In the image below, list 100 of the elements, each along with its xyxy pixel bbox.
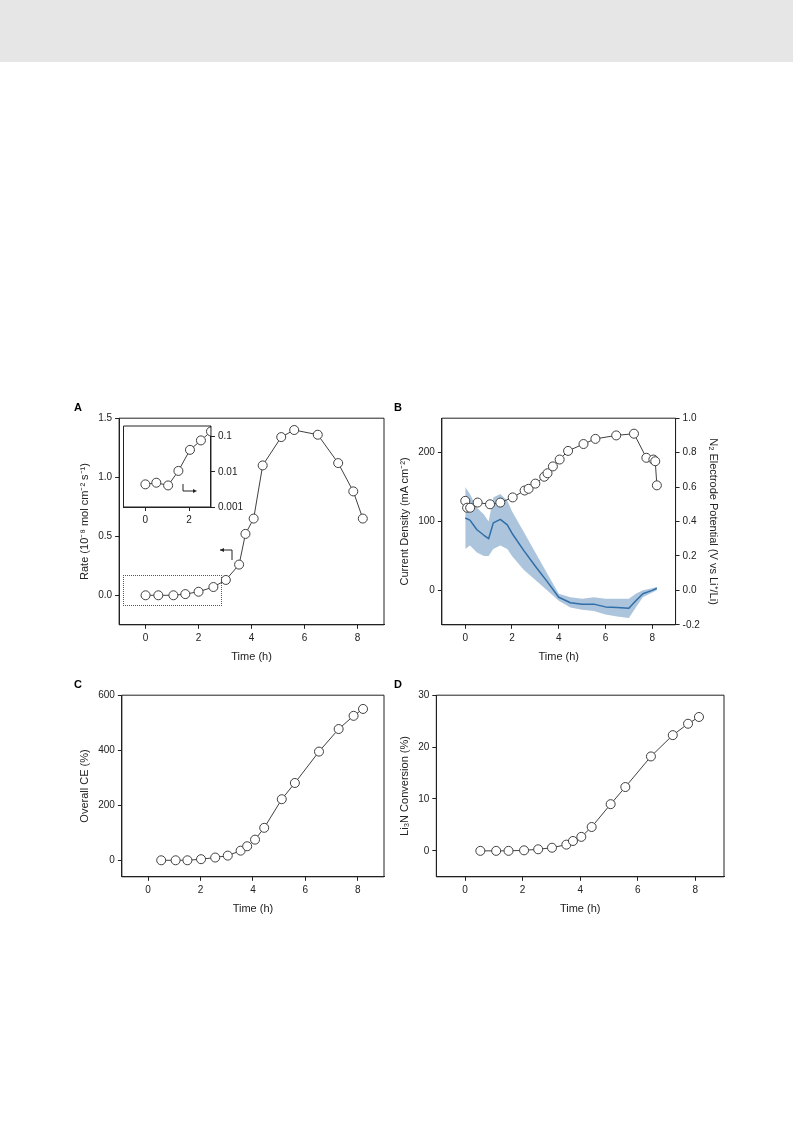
point (208, 582, 219, 593)
x-axis-title: Time (h) (559, 902, 601, 915)
point (523, 483, 534, 494)
point (563, 445, 574, 456)
point (220, 574, 231, 585)
point (276, 432, 287, 443)
x-tick-label: 2 (519, 883, 526, 895)
point (495, 497, 506, 508)
point (348, 710, 359, 721)
x-tick-label: 2 (186, 513, 193, 525)
point (312, 429, 323, 440)
x-axis-title: Time (h) (232, 902, 274, 915)
x-tick-label: 6 (302, 883, 309, 895)
y2-tick-label: 0.8 (682, 446, 697, 458)
point (586, 821, 597, 832)
point (546, 842, 557, 853)
point (645, 751, 656, 762)
y-tick-label: 400 (98, 743, 116, 755)
point (472, 497, 483, 508)
point (358, 703, 369, 714)
chart-title: B (394, 400, 402, 413)
point (210, 852, 221, 863)
point (554, 454, 565, 465)
x-tick-label: 2 (509, 631, 516, 643)
point (240, 528, 251, 539)
y-tick-label: 20 (418, 740, 430, 752)
point (667, 730, 678, 741)
point (170, 855, 181, 866)
point (140, 479, 151, 490)
x-tick-label: 4 (250, 883, 257, 895)
point (276, 794, 287, 805)
x-tick-label: 8 (355, 883, 362, 895)
point (248, 513, 259, 524)
y-tick-label: 0 (423, 844, 430, 856)
point (576, 831, 587, 842)
point (590, 433, 601, 444)
y-axis-title: Li₃N Conversion (%) (397, 736, 410, 836)
y-tick-label: 10 (418, 792, 430, 804)
x-tick-label: 2 (197, 883, 204, 895)
y-tick-label: 0.5 (98, 530, 113, 542)
point (156, 855, 167, 866)
point (185, 445, 196, 456)
point (168, 590, 179, 601)
y2-tick-label: 0.1 (218, 430, 233, 442)
point (620, 782, 631, 793)
chart-title: A (74, 400, 82, 413)
y-tick-label: 30 (418, 688, 430, 700)
y-axis-title: Overall CE (%) (77, 749, 90, 823)
x-tick-label: 0 (462, 883, 469, 895)
point (250, 834, 261, 845)
x-tick-label: 0 (462, 631, 469, 643)
point (314, 746, 324, 757)
point (173, 466, 184, 477)
y2-tick-label: 0.001 (218, 500, 244, 512)
point (289, 425, 300, 436)
point (235, 845, 246, 856)
point (153, 590, 164, 601)
x-tick-label: 8 (692, 883, 699, 895)
point (151, 477, 162, 488)
point (519, 845, 530, 856)
y2-tick-label: 1.0 (682, 411, 697, 423)
x-tick-label: 8 (649, 631, 656, 643)
x-axis-title: Time (h) (538, 650, 579, 663)
point (333, 458, 344, 469)
y-tick-label: 1.5 (98, 411, 113, 423)
point (193, 586, 204, 597)
point (333, 724, 344, 735)
y2-tick-label: 0.2 (682, 549, 697, 561)
point (289, 777, 300, 788)
point (578, 439, 589, 450)
y2-tick-label: -0.2 (682, 618, 701, 630)
point (693, 711, 704, 722)
point (357, 513, 368, 524)
point (475, 845, 486, 856)
y2-tick-label: 0.01 (218, 465, 238, 477)
y-tick-label: 0.0 (98, 589, 113, 601)
point (628, 428, 639, 439)
x-tick-label: 4 (555, 631, 562, 643)
x-tick-label: 2 (195, 631, 202, 643)
x-tick-label: 6 (634, 883, 641, 895)
x-tick-label: 0 (145, 883, 152, 895)
point (140, 590, 151, 601)
point (567, 836, 578, 846)
x-tick-label: 0 (142, 631, 149, 643)
point (530, 478, 541, 489)
point (605, 799, 616, 810)
point (348, 486, 359, 497)
x-tick-label: 6 (602, 631, 609, 643)
y-tick-label: 200 (418, 446, 436, 458)
x-tick-label: 6 (301, 631, 308, 643)
point (485, 499, 496, 510)
y-tick-label: 0 (109, 854, 116, 866)
point (163, 480, 174, 491)
y2-tick-label: 0.0 (682, 584, 697, 596)
x-tick-label: 8 (354, 631, 361, 643)
point (651, 480, 662, 491)
point (611, 430, 622, 441)
point (259, 822, 270, 833)
y-tick-label: 100 (418, 515, 436, 527)
y-tick-label: 200 (98, 799, 116, 811)
